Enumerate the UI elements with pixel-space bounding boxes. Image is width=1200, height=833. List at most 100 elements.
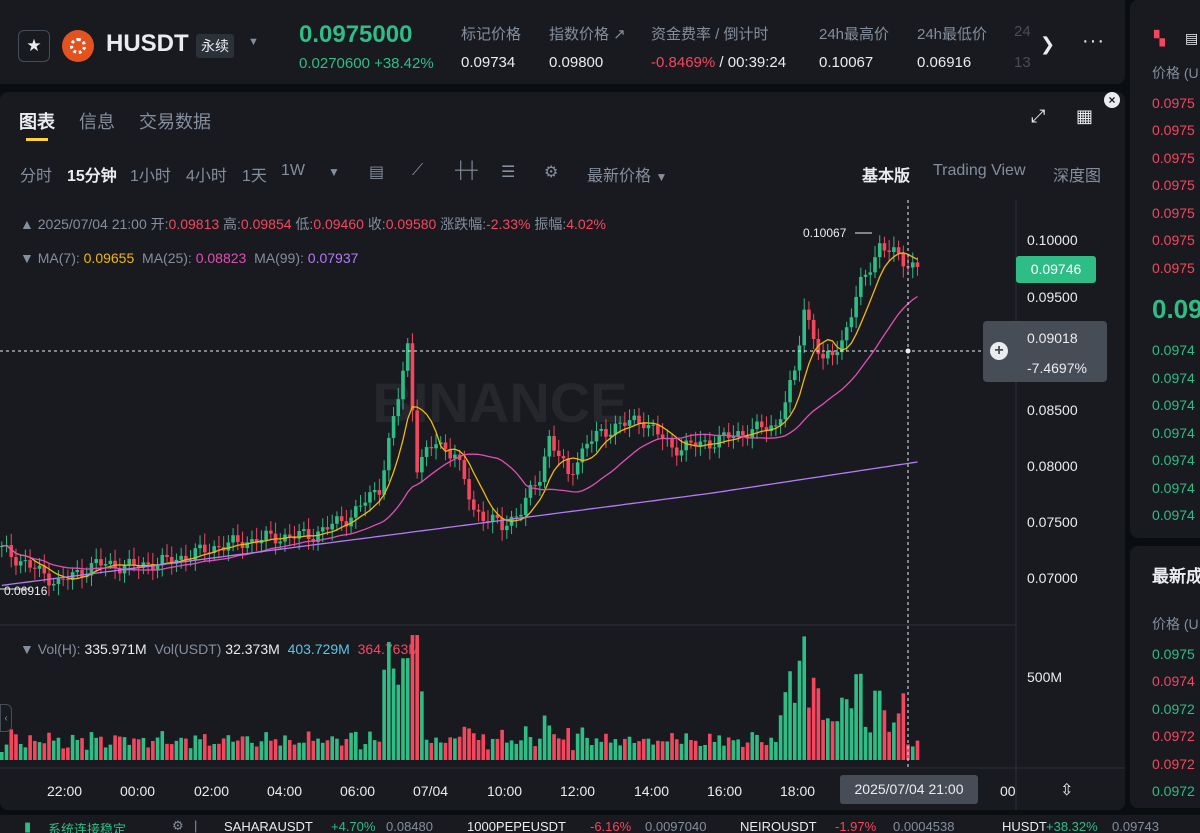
more-icon[interactable]: ··· bbox=[1082, 30, 1105, 53]
bid-price[interactable]: 0.0974 bbox=[1152, 507, 1195, 523]
volume-bar bbox=[264, 732, 268, 760]
candle bbox=[793, 370, 797, 380]
contract-type-badge: 永续 bbox=[196, 34, 234, 58]
volume-bar bbox=[165, 744, 169, 760]
ticker-header: ★ HUSDT 永续 ▼ 0.0975000 0.0270600 +38.42%… bbox=[0, 0, 1125, 84]
volume-bar bbox=[123, 737, 127, 760]
volume-bar bbox=[529, 737, 533, 760]
settings-icon[interactable]: ⚙ bbox=[172, 818, 184, 833]
order-book-layout-icon[interactable]: ▚ bbox=[1154, 30, 1165, 47]
ask-price[interactable]: 0.0975 bbox=[1152, 150, 1195, 166]
volume-bar bbox=[222, 738, 226, 760]
volume-bar bbox=[510, 740, 514, 760]
bid-price[interactable]: 0.0974 bbox=[1152, 480, 1195, 496]
candle bbox=[868, 272, 872, 274]
ticker-symbol[interactable]: NEIROUSDT bbox=[740, 819, 817, 833]
volume-bar bbox=[481, 734, 485, 760]
volume-bar bbox=[755, 735, 759, 760]
crosshair-pct: -7.4697% bbox=[1027, 360, 1087, 376]
candlestick-chart[interactable]: BINANCE 0.10067 0.06916 bbox=[0, 92, 1125, 810]
volume-bar bbox=[835, 721, 839, 760]
ask-price[interactable]: 0.0975 bbox=[1152, 205, 1195, 221]
volume-bar bbox=[401, 658, 405, 760]
candle bbox=[538, 482, 542, 486]
scroll-left-icon[interactable]: ‹ bbox=[0, 704, 12, 732]
candle bbox=[463, 460, 467, 479]
symbol-name[interactable]: HUSDT bbox=[106, 30, 189, 58]
high-marker: 0.10067 bbox=[803, 226, 847, 240]
bid-price[interactable]: 0.0974 bbox=[1152, 370, 1195, 386]
volume-bar bbox=[717, 735, 721, 760]
y-tick: 0.07000 bbox=[1027, 570, 1078, 586]
candle bbox=[859, 277, 863, 297]
add-order-icon[interactable]: + bbox=[990, 342, 1008, 360]
candle bbox=[227, 542, 231, 550]
volume-bar bbox=[170, 744, 174, 760]
candle bbox=[826, 351, 830, 358]
ticker-symbol[interactable]: HUSDT bbox=[1002, 819, 1047, 833]
volume-bar bbox=[684, 733, 688, 760]
volume-bar bbox=[741, 747, 745, 760]
volume-bar bbox=[392, 669, 396, 760]
volume-bar bbox=[312, 741, 316, 760]
favorite-button[interactable]: ★ bbox=[18, 30, 50, 62]
ask-price[interactable]: 0.0975 bbox=[1152, 122, 1195, 138]
volume-bar bbox=[236, 741, 240, 760]
candle bbox=[566, 458, 570, 474]
volume-bar bbox=[911, 746, 915, 760]
volume-bar bbox=[109, 745, 113, 760]
volume-bar bbox=[590, 745, 594, 760]
candle bbox=[883, 243, 887, 250]
recent-trades-title[interactable]: 最新成 bbox=[1152, 562, 1200, 587]
candle bbox=[562, 456, 566, 458]
volume-bar bbox=[774, 742, 778, 760]
bid-price[interactable]: 0.0974 bbox=[1152, 342, 1195, 358]
candle bbox=[28, 560, 32, 568]
candle bbox=[24, 560, 28, 561]
volume-bar bbox=[713, 742, 717, 760]
volume-bar bbox=[411, 635, 415, 760]
volume-bar bbox=[817, 688, 821, 760]
chevron-right-icon[interactable]: ❯ bbox=[1040, 34, 1055, 55]
volume-bar bbox=[533, 746, 537, 760]
candle bbox=[288, 535, 292, 537]
bid-price[interactable]: 0.0974 bbox=[1152, 452, 1195, 468]
volume-bar bbox=[448, 737, 452, 760]
ticker-change: +4.70% bbox=[331, 819, 375, 833]
volume-bar bbox=[118, 737, 122, 760]
funding-rate-label: 资金费率 / 倒计时 bbox=[651, 23, 769, 44]
volume-bar bbox=[307, 732, 311, 760]
index-price-label[interactable]: 指数价格 ↗ bbox=[549, 23, 626, 44]
volume-bar bbox=[420, 691, 424, 760]
volume-bar bbox=[241, 736, 245, 760]
volume-bar bbox=[212, 744, 216, 760]
volume-bar bbox=[868, 732, 872, 760]
volume-bar bbox=[765, 745, 769, 760]
candle bbox=[165, 555, 169, 557]
ask-price[interactable]: 0.0975 bbox=[1152, 177, 1195, 193]
candle bbox=[472, 499, 476, 509]
volume-bar bbox=[278, 746, 282, 760]
bid-price[interactable]: 0.0974 bbox=[1152, 397, 1195, 413]
fit-range-icon[interactable]: ⇳ bbox=[1060, 780, 1073, 800]
mark-price-value: 0.09734 bbox=[461, 54, 515, 71]
crosshair-price-box: + 0.09018 -7.4697% bbox=[983, 321, 1107, 382]
candle bbox=[628, 420, 632, 426]
candle bbox=[104, 564, 108, 565]
y-tick: 0.10000 bbox=[1027, 232, 1078, 248]
ticker-symbol[interactable]: SAHARAUSDT bbox=[224, 819, 313, 833]
volume-bar bbox=[732, 740, 736, 760]
volume-bar bbox=[439, 742, 443, 760]
ask-price[interactable]: 0.0975 bbox=[1152, 232, 1195, 248]
volume-bar bbox=[179, 738, 183, 760]
candle bbox=[57, 579, 61, 584]
order-book-layout-icon[interactable]: ▤ bbox=[1185, 30, 1198, 47]
candle bbox=[420, 457, 424, 472]
mid-price: 0.09 bbox=[1152, 294, 1200, 325]
ask-price[interactable]: 0.0975 bbox=[1152, 95, 1195, 111]
ticker-symbol[interactable]: 1000PEPEUSDT bbox=[467, 819, 566, 833]
chevron-down-icon[interactable]: ▼ bbox=[248, 36, 259, 48]
ask-price[interactable]: 0.0975 bbox=[1152, 260, 1195, 276]
volume-bar bbox=[727, 737, 731, 760]
bid-price[interactable]: 0.0974 bbox=[1152, 425, 1195, 441]
